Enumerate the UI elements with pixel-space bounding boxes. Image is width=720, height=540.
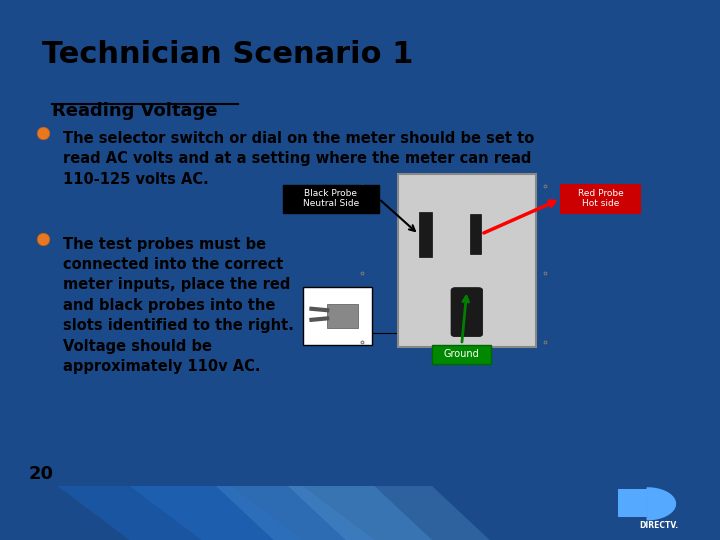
FancyBboxPatch shape: [561, 185, 640, 213]
Text: DIRECTV.: DIRECTV.: [639, 522, 678, 530]
Text: Reading Voltage: Reading Voltage: [53, 102, 217, 120]
Text: The test probes must be
connected into the correct
meter inputs, place the red
a: The test probes must be connected into t…: [63, 237, 294, 374]
FancyBboxPatch shape: [470, 214, 481, 254]
Polygon shape: [58, 486, 302, 540]
FancyBboxPatch shape: [282, 185, 379, 213]
FancyBboxPatch shape: [618, 489, 647, 517]
Text: Black Probe
Neutral Side: Black Probe Neutral Side: [302, 189, 359, 208]
FancyBboxPatch shape: [451, 288, 482, 336]
FancyBboxPatch shape: [328, 304, 358, 328]
FancyBboxPatch shape: [398, 174, 536, 347]
Text: Red Probe
Hot side: Red Probe Hot side: [577, 189, 624, 208]
Polygon shape: [216, 486, 432, 540]
Text: Technician Scenario 1: Technician Scenario 1: [42, 39, 413, 69]
FancyBboxPatch shape: [419, 212, 433, 257]
Polygon shape: [130, 486, 374, 540]
Text: 20: 20: [28, 465, 53, 483]
Text: The selector switch or dial on the meter should be set to
read AC volts and at a: The selector switch or dial on the meter…: [63, 131, 534, 187]
Polygon shape: [288, 486, 490, 540]
FancyBboxPatch shape: [433, 345, 491, 364]
Text: Ground: Ground: [444, 349, 480, 360]
FancyBboxPatch shape: [303, 287, 372, 345]
